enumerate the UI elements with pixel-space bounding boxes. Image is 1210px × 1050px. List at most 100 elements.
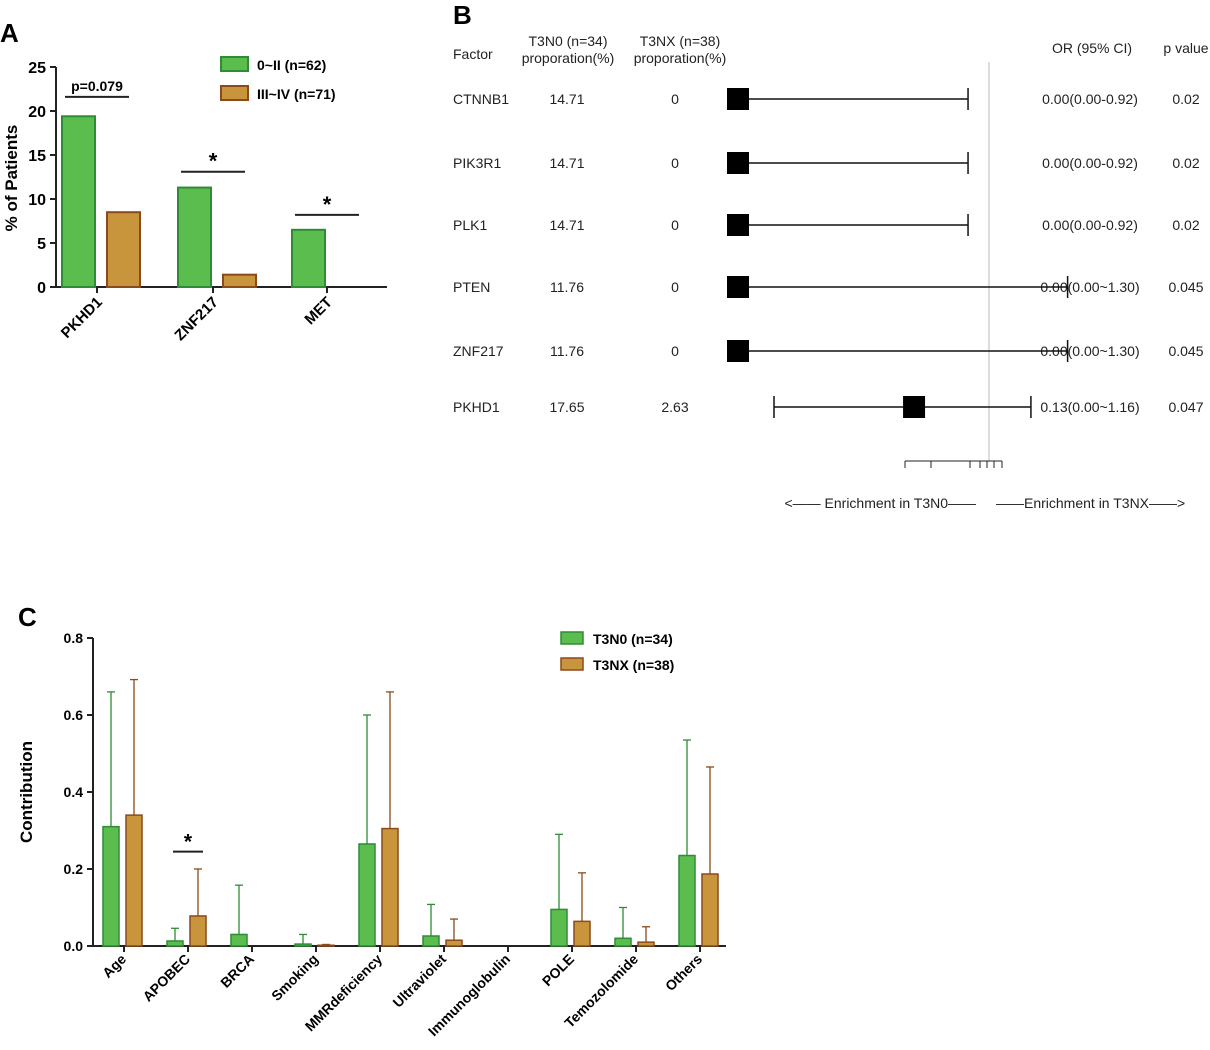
panel-a-bar-pkhd1-early: [61, 115, 96, 288]
forest-factor-label: CTNNB1: [453, 91, 509, 107]
panel-c-x-tick-label: Smoking: [268, 951, 321, 1004]
panel-a-chart: % of Patients 0~II (n=62) III~IV (n=71) …: [2, 56, 387, 344]
forest-header-factor: Factor: [453, 46, 493, 62]
panel-c-bar-mmrdeficiency-t3nx: [381, 827, 399, 947]
panel-c-x-tick-label: BRCA: [217, 951, 257, 991]
panel-c-bar-temozolomide-t3n0: [614, 937, 632, 947]
panel-c-significance-label: *: [184, 831, 193, 854]
panel-c-y-tick-label: 0.4: [64, 784, 84, 800]
panel-c-x-tick-label: Ultraviolet: [389, 951, 449, 1011]
forest-factor-label: PIK3R1: [453, 155, 501, 171]
panel-c-y-tick-label: 0.0: [64, 938, 84, 954]
forest-p-value: 0.02: [1172, 217, 1199, 233]
forest-point-estimate: [727, 276, 749, 298]
panel-a-bar-znf217-late: [222, 273, 257, 288]
forest-or-ci-value: 0.00(0.00-0.92): [1042, 155, 1138, 171]
panel-c-x-tick-label: APOBEC: [139, 951, 193, 1005]
panel-c-bar-others-t3nx: [701, 873, 719, 947]
panel-a-legend-swatch-1: [220, 56, 249, 72]
panel-a-y-tick-label: 20: [28, 104, 46, 121]
panel-a-significance-label: *: [323, 192, 332, 217]
forest-t3n0-value: 11.76: [550, 343, 584, 359]
panel-b-forest-plot: Factor T3N0 (n=34) proporation(%) T3NX (…: [453, 33, 1209, 511]
forest-p-value: 0.02: [1172, 155, 1199, 171]
panel-c-bar-apobec-t3n0: [166, 940, 184, 947]
forest-footer-t3n0: <—— Enrichment in T3N0——: [784, 495, 976, 511]
forest-or-ci-value: 0.00(0.00-0.92): [1042, 217, 1138, 233]
panel-c-chart: Contribution T3N0 (n=34) T3NX (n=38) 0.0…: [17, 630, 726, 1039]
forest-header-t3nx-line2: proporation(%): [634, 50, 727, 66]
panel-a-significance-label: p=0.079: [71, 78, 123, 94]
forest-p-value: 0.02: [1172, 91, 1199, 107]
forest-p-value: 0.045: [1168, 279, 1203, 295]
forest-point-estimate: [903, 396, 926, 418]
forest-header-t3n0-line1: T3N0 (n=34): [529, 33, 608, 49]
panel-label-b: B: [453, 0, 472, 30]
panel-a-x-tick-label: MET: [301, 294, 335, 328]
panel-a-y-axis-label: % of Patients: [2, 125, 21, 232]
forest-t3n0-value: 11.76: [550, 279, 584, 295]
panel-a-y-tick-label: 0: [37, 280, 46, 297]
panel-c-legend-label-2: T3NX (n=38): [593, 657, 674, 673]
panel-a-x-tick-label: ZNF217: [171, 294, 221, 344]
forest-or-ci-value: 0.00(0.00~1.30): [1040, 343, 1139, 359]
panel-c-bar-apobec-t3nx: [189, 915, 207, 947]
forest-point-estimate: [727, 340, 749, 362]
forest-t3nx-value: 0: [671, 155, 679, 171]
panel-c-y-tick-label: 0.8: [64, 630, 84, 646]
forest-t3n0-value: 14.71: [549, 217, 584, 233]
panel-c-bar-smoking-t3n0: [294, 943, 312, 947]
panel-c-y-tick-label: 0.6: [64, 707, 84, 723]
panel-a-legend-label-2: III~IV (n=71): [257, 86, 336, 102]
forest-t3nx-value: 0: [671, 91, 679, 107]
forest-footer-t3nx: ——Enrichment in T3NX——>: [996, 495, 1185, 511]
panel-c-bar-smoking-t3nx: [317, 944, 335, 947]
panel-c-x-tick-label: POLE: [539, 951, 577, 989]
panel-c-bar-temozolomide-t3nx: [637, 941, 655, 947]
forest-t3n0-value: 17.65: [549, 399, 584, 415]
panel-c-legend-swatch-1: [560, 631, 584, 645]
forest-factor-label: PKHD1: [453, 399, 500, 415]
forest-t3n0-value: 14.71: [549, 155, 584, 171]
panel-a-y-tick-label: 5: [37, 236, 46, 253]
forest-header-or: OR (95% CI): [1052, 40, 1132, 56]
panel-a-y-tick-label: 25: [28, 60, 46, 77]
panel-c-bar-pole-t3nx: [573, 920, 591, 947]
panel-c-bar-ultraviolet-t3nx: [445, 939, 463, 947]
panel-a-y-tick-label: 10: [28, 192, 46, 209]
panel-c-bar-age-t3n0: [102, 825, 120, 947]
panel-c-y-axis-label: Contribution: [17, 741, 36, 843]
panel-a-x-tick-label: PKHD1: [58, 294, 106, 342]
forest-header-t3n0-line2: proporation(%): [522, 50, 615, 66]
forest-or-ci-value: 0.00(0.00~1.30): [1040, 279, 1139, 295]
forest-factor-label: PLK1: [453, 217, 487, 233]
forest-t3nx-value: 0: [671, 279, 679, 295]
forest-header-p: p value: [1163, 40, 1208, 56]
panel-c-legend-label-1: T3N0 (n=34): [593, 631, 673, 647]
forest-point-estimate: [727, 152, 749, 174]
panel-a-y-tick-label: 15: [28, 148, 46, 165]
panel-a-legend-label-1: 0~II (n=62): [257, 57, 326, 73]
panel-label-c: C: [18, 602, 37, 632]
forest-t3nx-value: 0: [671, 343, 679, 359]
panel-a-bar-znf217-early: [177, 186, 212, 288]
forest-t3nx-value: 0: [671, 217, 679, 233]
panel-c-x-tick-label: Age: [99, 951, 129, 981]
panel-c-legend-swatch-2: [560, 657, 584, 671]
panel-a-bar-met-early: [291, 228, 326, 289]
forest-p-value: 0.045: [1168, 343, 1203, 359]
forest-or-ci-value: 0.13(0.00~1.16): [1040, 399, 1139, 415]
panel-c-bar-pole-t3n0: [550, 908, 568, 947]
panel-c-y-tick-label: 0.2: [64, 861, 84, 877]
forest-p-value: 0.047: [1168, 399, 1203, 415]
panel-c-bar-brca-t3n0: [230, 933, 248, 947]
panel-label-a: A: [0, 18, 19, 48]
forest-t3nx-value: 2.63: [661, 399, 688, 415]
forest-t3n0-value: 14.71: [549, 91, 584, 107]
forest-header-t3nx-line1: T3NX (n=38): [640, 33, 721, 49]
forest-factor-label: PTEN: [453, 279, 490, 295]
forest-point-estimate: [727, 88, 749, 110]
forest-point-estimate: [727, 214, 749, 236]
panel-a-significance-label: *: [209, 149, 218, 174]
